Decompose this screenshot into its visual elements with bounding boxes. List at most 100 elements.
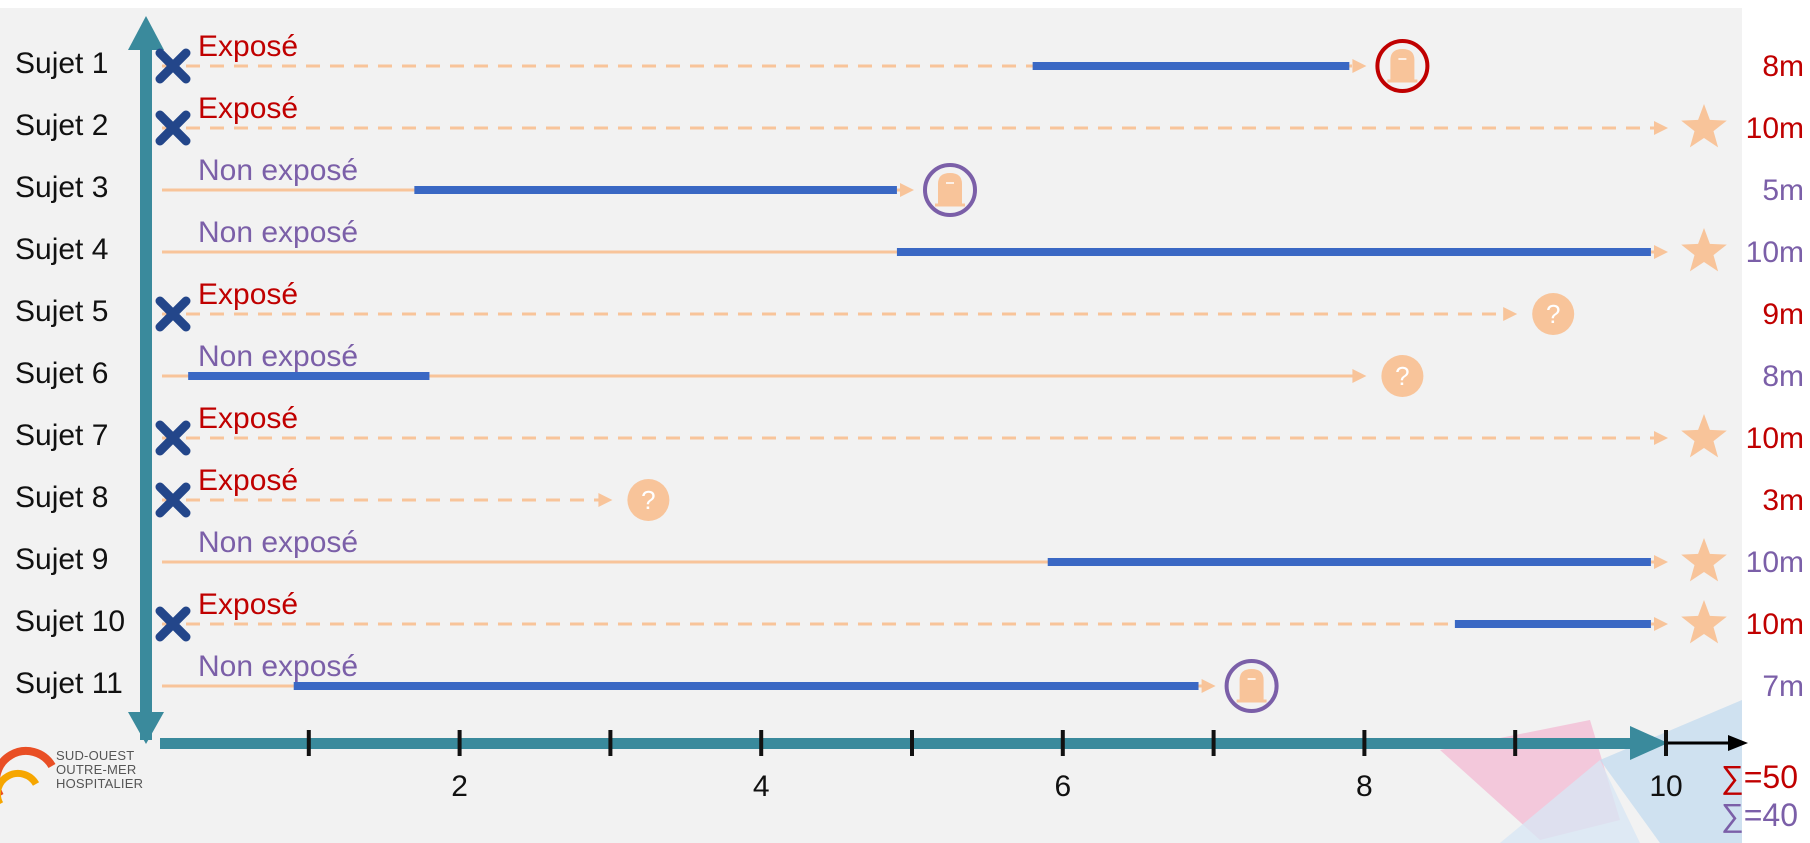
- status-exposed-label: Exposé: [198, 278, 299, 311]
- event-bar: [1047, 558, 1651, 566]
- tombstone-icon: [1224, 659, 1279, 713]
- logo-line-2: OUTRE-MER: [56, 762, 137, 777]
- exposure-cross-icon: [155, 110, 191, 146]
- followup-arrow: [1503, 307, 1518, 321]
- followup-arrow: [1654, 121, 1668, 135]
- question-icon: ?: [1381, 355, 1424, 397]
- followup-arrow: [1654, 617, 1668, 631]
- x-axis-arrow: [1630, 726, 1668, 760]
- subject-label: Sujet 5: [15, 295, 109, 328]
- duration-label: 10m: [1745, 608, 1804, 641]
- subject-label: Sujet 10: [15, 605, 126, 638]
- status-unexposed-label: Non exposé: [198, 526, 359, 559]
- question-circle: [1532, 293, 1575, 335]
- x-axis-extension-arrow: [1728, 735, 1748, 751]
- duration-label: 8m: [1762, 50, 1804, 83]
- followup-arrow: [900, 183, 914, 197]
- event-bar: [1032, 62, 1350, 70]
- event-bar: [414, 186, 897, 194]
- status-exposed-label: Exposé: [198, 402, 299, 435]
- subject-label: Sujet 11: [15, 667, 123, 700]
- status-unexposed-label: Non exposé: [198, 216, 359, 249]
- status-exposed-label: Exposé: [198, 588, 299, 621]
- star-icon: [1681, 228, 1727, 272]
- subject-label: Sujet 1: [15, 47, 109, 80]
- cross-stroke: [155, 110, 191, 146]
- x-tick-label: 8: [1356, 770, 1373, 803]
- question-mark: ?: [641, 485, 655, 515]
- subject-label: Sujet 3: [15, 171, 109, 204]
- logo-mark-icon: [0, 746, 56, 804]
- star-icon: [1681, 414, 1727, 458]
- duration-label: 9m: [1762, 298, 1804, 331]
- duration-label: 10m: [1745, 546, 1804, 579]
- tombstone-ring: [923, 163, 977, 217]
- followup-arrow: [598, 493, 613, 507]
- duration-label: 10m: [1745, 112, 1804, 145]
- y-axis-line: [140, 40, 152, 740]
- x-axis-line: [160, 738, 1640, 749]
- duration-label: 3m: [1762, 484, 1804, 517]
- subject-label: Sujet 7: [15, 419, 109, 452]
- subject-label: Sujet 2: [15, 109, 109, 142]
- exposure-cross-icon: [155, 606, 191, 642]
- question-mark: ?: [1546, 299, 1560, 329]
- status-unexposed-label: Non exposé: [198, 154, 359, 187]
- status-exposed-label: Exposé: [198, 92, 299, 125]
- duration-label: 8m: [1762, 360, 1804, 393]
- followup-arrow: [1201, 679, 1216, 693]
- followup-arrow: [1352, 59, 1367, 73]
- question-circle: [1381, 355, 1424, 397]
- subject-label: Sujet 8: [15, 481, 109, 514]
- star-icon: [1681, 104, 1727, 148]
- x-tick-label: 2: [451, 770, 468, 803]
- logo-line-1: SUD-OUEST: [56, 748, 135, 763]
- logo-line-3: HOSPITALIER: [56, 776, 144, 791]
- subject-label: Sujet 9: [15, 543, 109, 576]
- status-exposed-label: Exposé: [198, 30, 299, 63]
- sum-totals: ∑=50 ∑=40: [1721, 758, 1798, 835]
- x-tick-label: 4: [752, 770, 770, 803]
- tombstone-ring: [1224, 659, 1279, 713]
- event-bar: [188, 372, 430, 380]
- x-tick-label: 10: [1649, 770, 1683, 803]
- cross-stroke: [155, 606, 191, 642]
- tombstone-ring: [1375, 39, 1430, 93]
- tombstone-shape: [1239, 669, 1264, 700]
- cross-stroke: [155, 420, 191, 456]
- exposure-cross-icon: [155, 48, 191, 84]
- star-icon: [1681, 600, 1727, 644]
- tombstone-icon: [923, 163, 977, 217]
- sum-exposed: ∑=50: [1720, 759, 1798, 795]
- question-icon: ?: [627, 479, 670, 521]
- question-mark: ?: [1395, 361, 1409, 391]
- tombstone-shape: [1390, 49, 1415, 80]
- event-bar: [896, 248, 1651, 256]
- event-bar: [293, 682, 1199, 690]
- exposure-cross-icon: [155, 482, 191, 518]
- cross-stroke: [155, 48, 191, 84]
- followup-arrow: [1352, 369, 1367, 383]
- y-axis-arrow-down: [128, 712, 164, 744]
- tombstone-icon: [1375, 39, 1430, 93]
- hospital-logo: SUD-OUEST OUTRE-MER HOSPITALIER: [0, 744, 165, 804]
- status-unexposed-label: Non exposé: [198, 650, 359, 683]
- status-unexposed-label: Non exposé: [198, 340, 359, 373]
- status-exposed-label: Exposé: [198, 464, 299, 497]
- exposure-cross-icon: [155, 296, 191, 332]
- duration-label: 10m: [1745, 236, 1804, 269]
- tombstone-shape: [938, 173, 962, 204]
- star-icon: [1681, 538, 1727, 582]
- subject-label: Sujet 4: [15, 233, 109, 266]
- duration-label: 7m: [1762, 670, 1804, 703]
- question-icon: ?: [1532, 293, 1575, 335]
- followup-arrow: [1654, 555, 1668, 569]
- subject-label: Sujet 6: [15, 357, 109, 390]
- y-axis-arrow-up: [128, 16, 164, 50]
- cross-stroke: [155, 482, 191, 518]
- followup-arrow: [1654, 245, 1668, 259]
- question-circle: [627, 479, 670, 521]
- x-tick-label: 6: [1054, 770, 1072, 803]
